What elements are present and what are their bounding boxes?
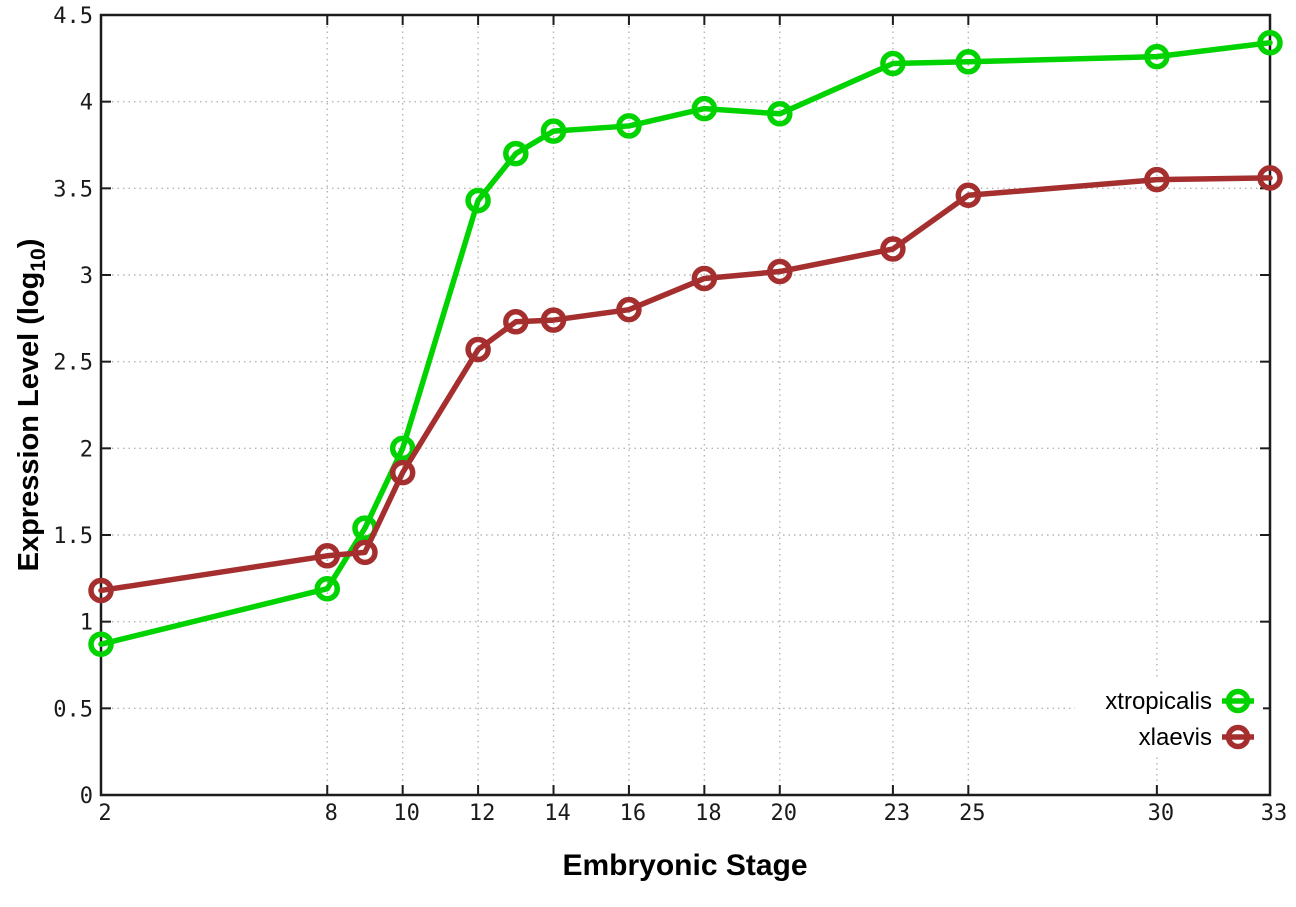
y-tick-label: 4.5	[53, 4, 93, 29]
legend-marker-xlaevis	[1225, 724, 1251, 750]
data-point-xtropicalis	[540, 118, 567, 144]
data-point-xlaevis	[352, 539, 378, 566]
y-tick-label: 0.5	[53, 697, 93, 722]
y-tick-label: 3.5	[53, 177, 93, 202]
x-tick-label: 23	[884, 801, 911, 826]
x-tick-label: 33	[1261, 801, 1288, 826]
y-tick-label: 2	[80, 437, 93, 462]
y-axis-title-close: )	[13, 238, 46, 249]
data-point-xlaevis	[691, 265, 718, 292]
data-point-xlaevis	[503, 309, 529, 335]
data-point-xlaevis	[880, 236, 906, 262]
y-tick-label: 1	[80, 611, 93, 636]
series-line-xtropicalis	[98, 39, 1273, 647]
data-point-xlaevis	[1144, 166, 1170, 193]
data-point-xlaevis	[88, 577, 114, 604]
data-point-xlaevis	[314, 543, 341, 569]
data-point-xtropicalis	[955, 49, 982, 75]
legend-label-xtropicalis: xtropicalis	[1105, 688, 1212, 715]
y-axis-title-subscript: 10	[26, 248, 50, 272]
x-tick-label: 16	[620, 801, 647, 826]
data-point-xtropicalis	[616, 113, 642, 139]
y-tick-label: 4	[80, 91, 93, 116]
legend-marker-xtropicalis	[1225, 688, 1251, 714]
x-tick-label: 10	[393, 801, 420, 826]
y-tick-label: 0	[80, 784, 93, 809]
y-tick-label: 2.5	[53, 351, 93, 376]
x-tick-label: 25	[959, 801, 986, 826]
y-tick-label: 3	[80, 264, 93, 289]
data-point-xtropicalis	[691, 95, 718, 122]
x-tick-label: 20	[771, 801, 798, 826]
plot-border	[99, 13, 1272, 797]
y-axis-title-text: Expression Level (log	[13, 271, 46, 572]
data-point-xlaevis	[465, 336, 491, 363]
data-point-xtropicalis	[1144, 43, 1170, 70]
data-point-xlaevis	[1257, 165, 1283, 191]
data-point-xtropicalis	[503, 140, 529, 167]
data-point-xtropicalis	[389, 435, 416, 462]
x-axis-title: Embryonic Stage	[562, 849, 808, 882]
data-point-xlaevis	[616, 296, 642, 323]
data-point-xlaevis	[767, 258, 793, 285]
data-point-xtropicalis	[767, 101, 793, 127]
x-tick-label: 18	[695, 801, 722, 826]
data-point-xtropicalis	[1257, 29, 1283, 56]
legend-label-xlaevis: xlaevis	[1139, 724, 1212, 751]
x-tick-label: 30	[1148, 801, 1175, 826]
data-point-xtropicalis	[314, 575, 341, 602]
data-point-xtropicalis	[880, 50, 906, 77]
data-point-xlaevis	[389, 459, 416, 486]
data-point-xlaevis	[955, 182, 982, 209]
data-point-xtropicalis	[88, 631, 114, 657]
x-tick-label: 2	[98, 801, 111, 826]
data-point-xtropicalis	[465, 187, 491, 214]
y-tick-label: 1.5	[53, 524, 93, 549]
data-point-xlaevis	[540, 307, 567, 333]
x-tick-label: 8	[325, 801, 338, 826]
series-line-xlaevis	[98, 175, 1273, 594]
x-tick-label: 12	[469, 801, 496, 826]
x-tick-label: 14	[544, 801, 571, 826]
y-axis-title: Expression Level (log10)	[13, 239, 51, 572]
